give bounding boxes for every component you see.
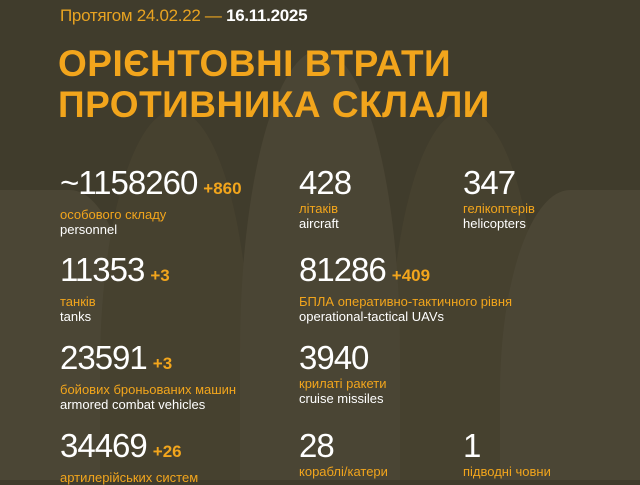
stat-uavs: 81286 +409 БПЛА оперативно-тактичного рів… [299,251,513,325]
stat-value: ~1158260 [60,164,198,201]
stat-label-ua: літаків [299,201,338,216]
stat-label-en: helicopters [463,216,526,231]
stat-helicopters: 347 гелікоптерів helicopters [463,164,535,232]
period-end-date: 16.11.2025 [226,6,308,25]
stat-label-en: operational-tactical UAVs [299,309,444,324]
stat-delta: +409 [391,266,431,285]
stat-label-en: cruise missiles [299,391,384,406]
period-line: Протягом 24.02.22 — 16.11.2025 [60,6,308,26]
stat-artillery: 34469 +26 артилерійських систем [60,429,198,485]
stat-delta: +26 [152,442,182,461]
stat-armored-vehicles: 23591 +3 бойових броньованих машин armore… [60,339,237,413]
stat-cruise-missiles: 3940 крилаті ракети cruise missiles [299,339,387,407]
stat-value: 34469 [60,427,148,464]
stat-label-ua: БПЛА оперативно-тактичного рівня [299,294,513,309]
page-title-line1: ОРІЄНТОВНІ ВТРАТИ [58,43,452,84]
stat-label-ua: гелікоптерів [463,201,535,216]
stat-label-ua: артилерійських систем [60,470,199,485]
stat-label-ua: особового складу [60,207,167,222]
stat-label-ua: підводні човни [463,464,551,479]
period-prefix: Протягом 24.02.22 — [60,6,222,25]
stat-aircraft: 428 літаків aircraft [299,164,352,232]
stat-label-en: tanks [60,309,92,324]
stat-submarines: 1 підводні човни [463,427,551,480]
stat-delta: +3 [150,266,170,285]
stat-value: 3940 [299,339,369,376]
stat-label-en: armored combat vehicles [60,397,206,412]
stat-tanks: 11353 +3 танків tanks [60,251,170,325]
stat-value: 81286 [299,251,387,288]
stat-value: 28 [299,427,335,464]
stat-label-ua: кораблі/катери [299,464,388,479]
stat-value: 347 [463,164,516,201]
stat-value: 11353 [60,251,145,288]
stat-value: 23591 [60,339,148,376]
stat-label-ua: бойових броньованих машин [60,382,237,397]
stat-value: 1 [463,427,481,464]
stat-label-ua: крилаті ракети [299,376,387,391]
stat-label-en: personnel [60,222,118,237]
page-title-line2: ПРОТИВНИКА СКЛАЛИ [58,84,490,125]
stat-label-en: aircraft [299,216,339,231]
stat-personnel: ~1158260 +860 особового складу personnel [60,164,242,238]
stat-ships: 28 кораблі/катери [299,427,388,480]
stat-delta: +3 [152,354,173,373]
stat-delta: +860 [203,179,242,198]
stat-value: 428 [299,164,352,201]
stat-label-ua: танків [60,294,96,309]
background-shape [500,190,640,480]
